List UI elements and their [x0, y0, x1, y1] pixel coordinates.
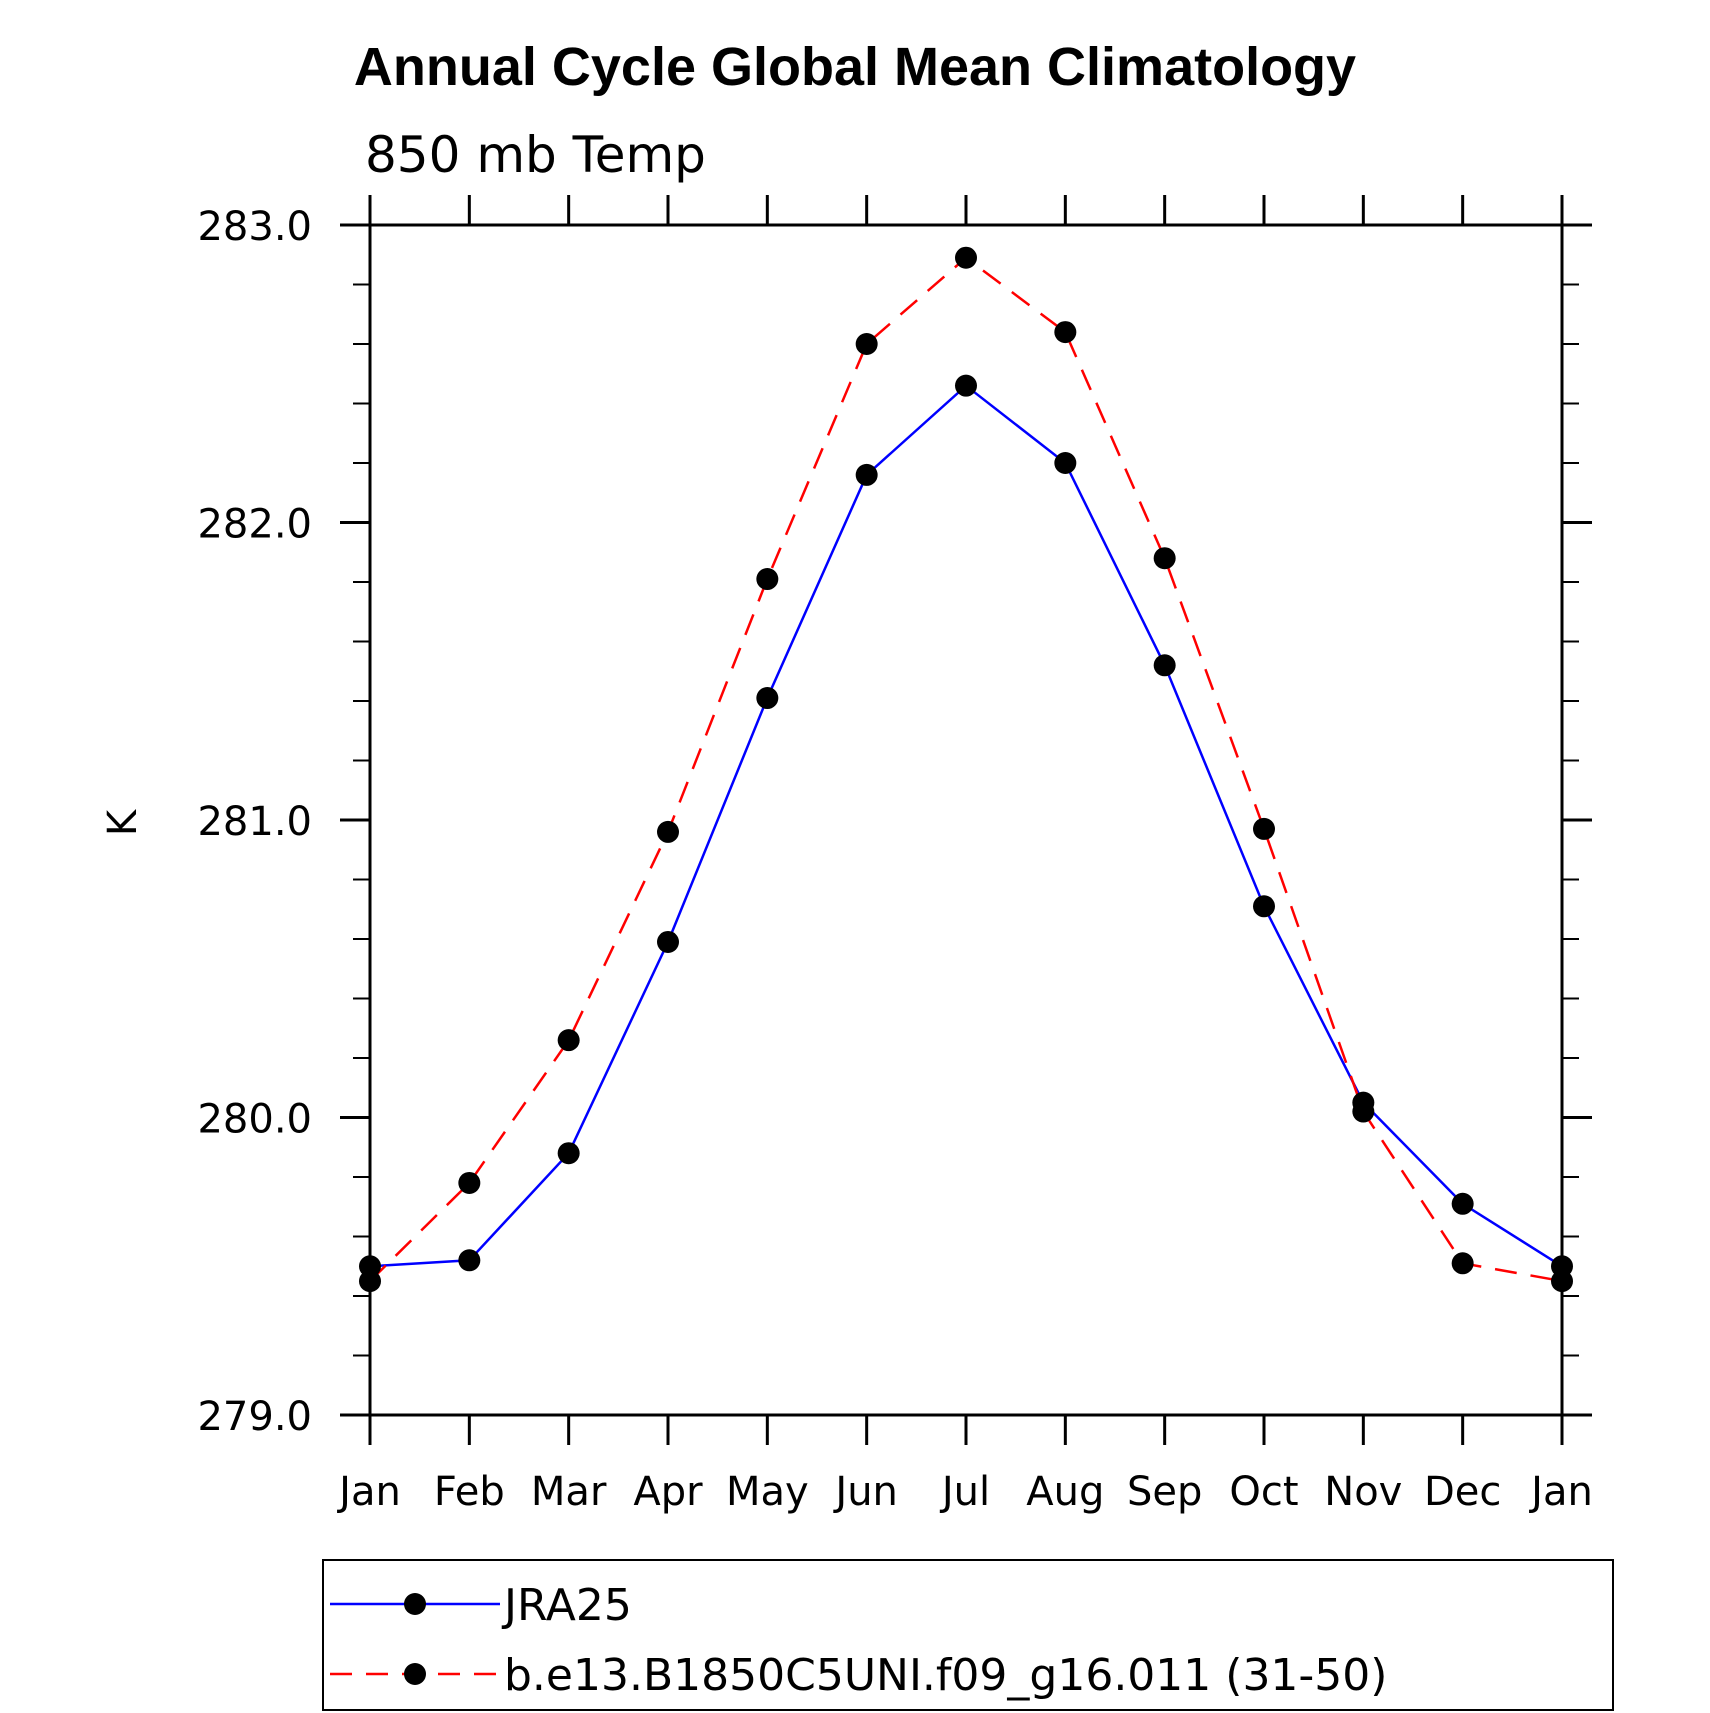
- data-point-series-1: [1253, 817, 1275, 840]
- data-point-series-0: [557, 1142, 580, 1165]
- data-point-series-1: [1054, 321, 1077, 344]
- legend-label-jra25: JRA25: [501, 1580, 632, 1631]
- data-point-series-1: [1352, 1100, 1375, 1123]
- x-tick-labels: Jan Feb Mar Apr May Jun Jul Aug Sep Oct Nov Dec Jan: [336, 1469, 1593, 1515]
- x-tick-label: Jun: [832, 1469, 898, 1515]
- x-tick-label: May: [726, 1469, 809, 1515]
- data-point-series-1: [756, 568, 779, 591]
- series-lines: [369, 256, 1563, 1283]
- data-point-series-0: [657, 930, 679, 953]
- legend-marker-jra25: [404, 1593, 426, 1615]
- y-tick-label: 280.0: [197, 1097, 312, 1143]
- x-tick-label: Jan: [336, 1469, 401, 1515]
- data-point-series-0: [1153, 654, 1176, 677]
- y-tick-label: 281.0: [197, 799, 312, 845]
- x-tick-label: Mar: [531, 1469, 607, 1515]
- y-tick-label: 282.0: [197, 502, 312, 548]
- data-point-series-1: [1451, 1252, 1474, 1275]
- y-tick-label: 283.0: [197, 204, 312, 250]
- x-tick-label: Oct: [1229, 1469, 1298, 1515]
- data-point-series-0: [1451, 1192, 1474, 1215]
- data-point-series-1: [855, 333, 878, 355]
- x-tick-label: Nov: [1324, 1469, 1402, 1515]
- series-line-1: [369, 256, 1563, 1283]
- x-tick-label: Jan: [1528, 1469, 1593, 1515]
- y-axis-label: K: [100, 808, 146, 836]
- plot-area-frame: [368, 223, 1564, 1417]
- data-point-series-1: [955, 246, 977, 269]
- x-tick-label: Feb: [434, 1469, 505, 1515]
- legend-label-model: b.e13.B1850C5UNI.f09_g16.011 (31-50): [504, 1650, 1387, 1701]
- x-tick-label: Dec: [1424, 1469, 1501, 1515]
- data-point-series-1: [1551, 1270, 1573, 1293]
- data-point-series-0: [955, 374, 977, 397]
- y-tick-labels: 279.0 280.0 281.0 282.0 283.0: [197, 204, 312, 1440]
- legend-marker-model: [404, 1663, 426, 1685]
- series-line-0: [369, 384, 1563, 1268]
- axes-ticks: [340, 195, 1592, 1445]
- chart-subtitle: 850 mb Temp: [365, 126, 706, 184]
- x-tick-label: Sep: [1127, 1469, 1202, 1515]
- x-tick-label: Apr: [633, 1469, 703, 1515]
- data-point-series-0: [855, 463, 878, 486]
- x-tick-label: Aug: [1026, 1469, 1104, 1515]
- data-point-series-1: [657, 820, 679, 843]
- y-tick-label: 279.0: [197, 1394, 312, 1440]
- data-point-series-0: [1054, 452, 1077, 474]
- data-point-series-1: [359, 1270, 381, 1293]
- x-tick-label: Jul: [939, 1469, 990, 1515]
- legend: JRA25 b.e13.B1850C5UNI.f09_g16.011 (31-5…: [322, 1559, 1614, 1711]
- data-point-series-0: [756, 687, 779, 710]
- chart-title: Annual Cycle Global Mean Climatology: [354, 37, 1356, 97]
- legend-box: [322, 1559, 1614, 1711]
- data-point-series-1: [458, 1171, 481, 1194]
- data-point-series-0: [1253, 895, 1275, 918]
- series-markers: [359, 246, 1573, 1293]
- data-point-series-1: [557, 1029, 580, 1052]
- data-point-series-1: [1153, 547, 1176, 570]
- data-point-series-0: [458, 1249, 481, 1272]
